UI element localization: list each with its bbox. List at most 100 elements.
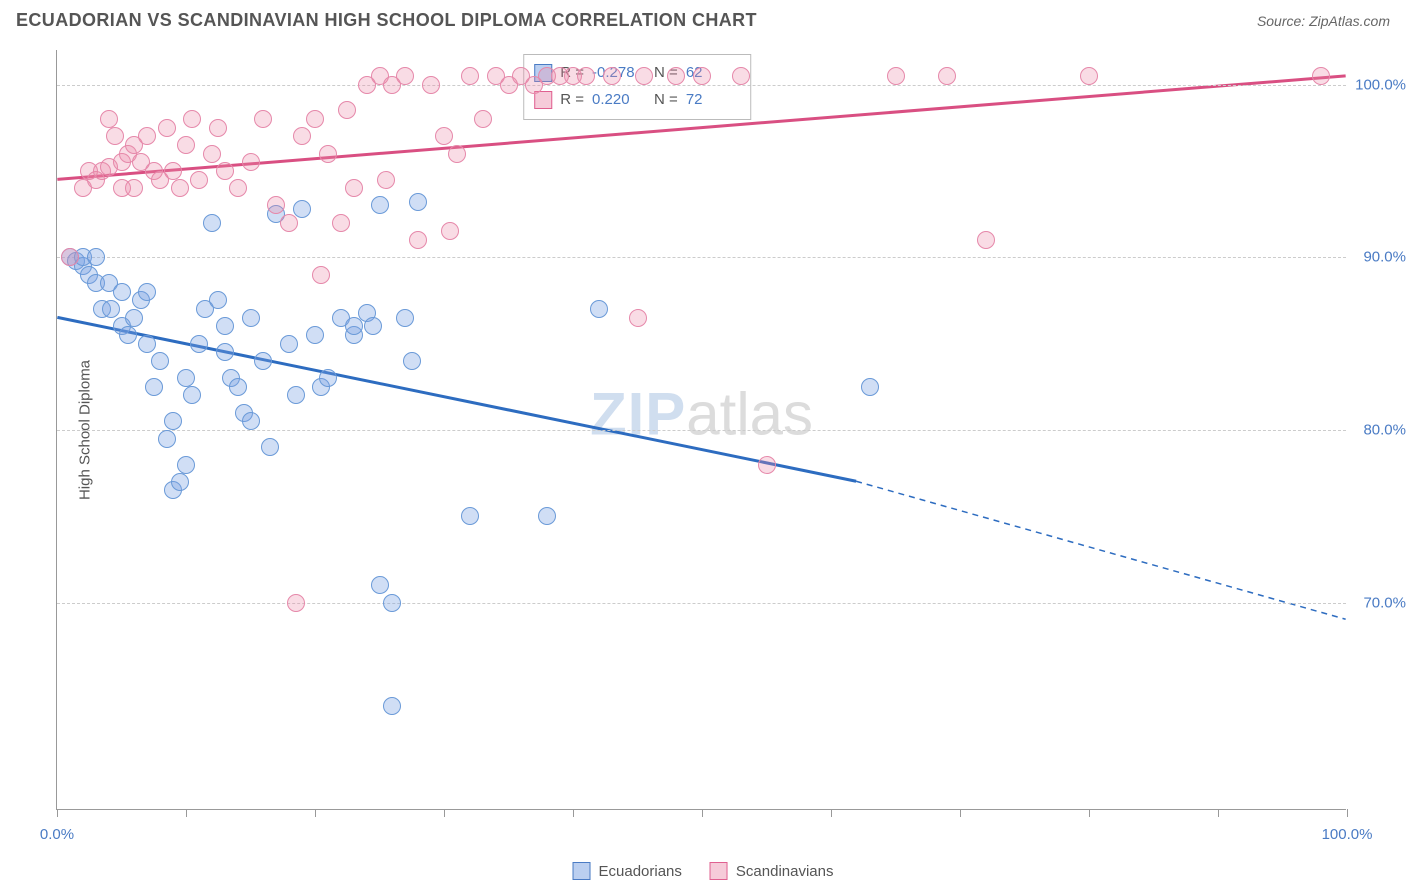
data-point [158,430,176,448]
data-point [693,67,711,85]
data-point [171,473,189,491]
data-point [403,352,421,370]
chart-title: ECUADORIAN VS SCANDINAVIAN HIGH SCHOOL D… [16,10,757,31]
data-point [938,67,956,85]
data-point [242,153,260,171]
data-point [1080,67,1098,85]
data-point [261,438,279,456]
data-point [164,162,182,180]
stats-box: R =-0.278N =62R =0.220N =72 [523,54,751,120]
data-point [577,67,595,85]
data-point [242,309,260,327]
chart-source: Source: ZipAtlas.com [1257,13,1390,29]
data-point [151,352,169,370]
data-point [209,119,227,137]
data-point [164,412,182,430]
x-tick [444,809,445,817]
data-point [203,145,221,163]
legend-item: Scandinavians [710,862,834,880]
data-point [590,300,608,318]
data-point [209,291,227,309]
data-point [306,326,324,344]
legend-swatch [534,91,552,109]
legend-label: Scandinavians [736,863,834,880]
data-point [138,127,156,145]
data-point [145,378,163,396]
data-point [61,248,79,266]
trend-line [57,317,856,481]
x-tick [1089,809,1090,817]
data-point [667,67,685,85]
scatter-chart: High School Diploma ZIPatlas R =-0.278N … [56,50,1346,810]
data-point [158,119,176,137]
data-point [409,231,427,249]
data-point [254,352,272,370]
data-point [190,335,208,353]
data-point [87,248,105,266]
data-point [171,179,189,197]
data-point [538,507,556,525]
x-tick [702,809,703,817]
data-point [280,335,298,353]
data-point [287,386,305,404]
legend-item: Ecuadorians [573,862,682,880]
data-point [474,110,492,128]
x-tick [1347,809,1348,817]
data-point [364,317,382,335]
data-point [338,101,356,119]
data-point [119,326,137,344]
data-point [229,378,247,396]
data-point [758,456,776,474]
data-point [242,412,260,430]
data-point [345,179,363,197]
data-point [312,266,330,284]
x-tick [960,809,961,817]
data-point [125,179,143,197]
data-point [177,136,195,154]
data-point [461,67,479,85]
y-tick-label: 90.0% [1363,249,1406,266]
x-tick [186,809,187,817]
n-label: N = [654,86,678,113]
data-point [306,110,324,128]
data-point [887,67,905,85]
data-point [293,200,311,218]
data-point [383,697,401,715]
data-point [280,214,298,232]
data-point [332,214,350,232]
data-point [125,309,143,327]
data-point [177,369,195,387]
r-value: 0.220 [592,86,646,113]
data-point [287,594,305,612]
data-point [461,507,479,525]
data-point [377,171,395,189]
data-point [138,283,156,301]
data-point [102,300,120,318]
x-tick [831,809,832,817]
r-label: R = [560,86,584,113]
data-point [635,67,653,85]
data-point [345,317,363,335]
data-point [100,110,118,128]
legend-swatch [710,862,728,880]
legend-label: Ecuadorians [599,863,682,880]
data-point [106,127,124,145]
data-point [229,179,247,197]
x-tick-label: 0.0% [40,826,74,843]
x-tick [1218,809,1219,817]
data-point [732,67,750,85]
data-point [422,76,440,94]
trend-line-extension [856,481,1346,619]
chart-legend: Ecuadorians Scandinavians [573,862,834,880]
x-tick [315,809,316,817]
gridline [57,603,1346,604]
data-point [629,309,647,327]
stats-row: R = 0.220 N = 72 [534,86,740,113]
y-tick-label: 80.0% [1363,422,1406,439]
data-point [371,196,389,214]
data-point [190,171,208,189]
data-point [183,110,201,128]
x-tick [573,809,574,817]
n-value: 72 [686,86,740,113]
x-tick-label: 100.0% [1322,826,1373,843]
